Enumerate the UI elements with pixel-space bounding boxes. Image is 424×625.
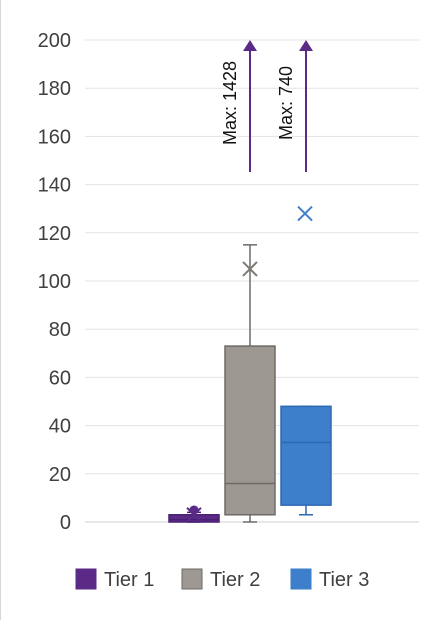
y-tick-label: 140 (38, 175, 71, 197)
y-tick-label: 20 (49, 464, 71, 486)
max-annotation-label-2: Max: 1428 (220, 61, 240, 145)
legend: Tier 1 Tier 2 Tier 3 (75, 568, 369, 591)
max-arrow-head-3 (299, 40, 313, 51)
y-tick-label: 180 (38, 78, 71, 100)
y-tick-label: 120 (38, 223, 71, 245)
mean-marker-2 (242, 261, 258, 277)
y-tick-label: 0 (60, 512, 71, 534)
box-2 (224, 345, 276, 516)
max-arrow-head-2 (243, 40, 257, 51)
series-layer (168, 205, 332, 523)
legend-swatch-2 (181, 568, 203, 590)
y-tick-label: 100 (38, 271, 71, 293)
legend-label-3: Tier 3 (319, 569, 369, 591)
y-tick-label: 80 (49, 319, 71, 341)
grid-layer (85, 39, 419, 523)
y-tick-label: 200 (38, 30, 71, 52)
axis-layer: 0 20 40 60 80 100 120 140 160 180 200 (38, 30, 419, 534)
mean-marker-3 (297, 205, 313, 222)
max-annotation-label-3: Max: 740 (276, 66, 296, 140)
box-3 (280, 405, 332, 506)
legend-swatch-1 (75, 568, 97, 590)
legend-label-1: Tier 1 (104, 569, 154, 591)
y-tick-label: 60 (49, 367, 71, 389)
mean-marker-1 (186, 507, 202, 523)
y-tick-label: 40 (49, 416, 71, 438)
outlier-point-1-0 (189, 505, 199, 515)
y-tick-label: 160 (38, 126, 71, 148)
legend-label-2: Tier 2 (210, 569, 260, 591)
legend-swatch-3 (290, 568, 312, 590)
annotation-layer: Max: 1428 Max: 740 (220, 40, 313, 172)
